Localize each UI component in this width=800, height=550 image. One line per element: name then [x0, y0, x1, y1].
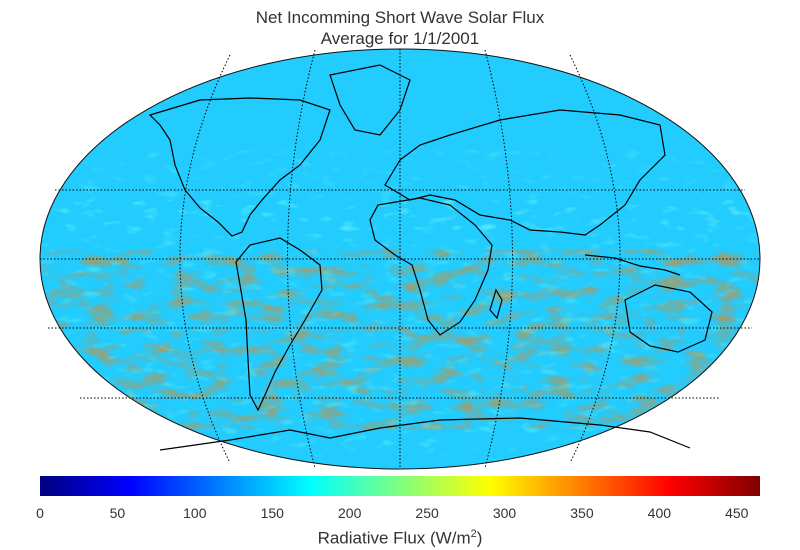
colorbar-tick-0: 0 [36, 505, 44, 521]
south-america-coastline [235, 237, 323, 412]
greenland-coastline [329, 64, 411, 136]
map-boundary [39, 48, 761, 470]
meridian-w1 [287, 49, 316, 469]
colorbar-tick-300: 300 [492, 505, 517, 521]
chart-title: Net Incomming Short Wave Solar Flux [255, 8, 545, 27]
indonesia-coastline [584, 254, 681, 276]
meridian-e2 [569, 54, 621, 464]
meridian-e1 [484, 49, 513, 469]
colorbar-label: Radiative Flux (W/m2) [0, 528, 800, 549]
colorbar-tick-450: 450 [725, 505, 749, 521]
africa-coastline [369, 197, 493, 336]
australia-coastline [624, 284, 713, 353]
colorbar-tick-50: 50 [109, 505, 126, 521]
flux-map [39, 48, 761, 470]
colorbar-label-suffix: ) [476, 528, 483, 548]
madagascar-coastline [489, 288, 503, 320]
colorbar-label-text: Radiative Flux (W/m [317, 528, 471, 548]
antarctica-coastline [159, 417, 691, 451]
chart-subtitle: Average for 1/1/2001 [320, 29, 480, 48]
coastlines [148, 64, 713, 451]
colorbar-tick-400: 400 [647, 505, 672, 521]
graticule [40, 49, 760, 469]
colorbar [40, 476, 760, 496]
colorbar-tick-100: 100 [183, 505, 207, 521]
eurasia-coastline [384, 109, 666, 236]
meridian-w2 [179, 54, 231, 464]
colorbar-tick-250: 250 [415, 505, 439, 521]
colorbar-tick-200: 200 [337, 505, 362, 521]
colorbar-label-exponent: 2 [470, 528, 477, 540]
colorbar-tick-350: 350 [570, 505, 594, 521]
north-america-coastline [148, 97, 331, 237]
colorbar-tick-150: 150 [260, 505, 284, 521]
